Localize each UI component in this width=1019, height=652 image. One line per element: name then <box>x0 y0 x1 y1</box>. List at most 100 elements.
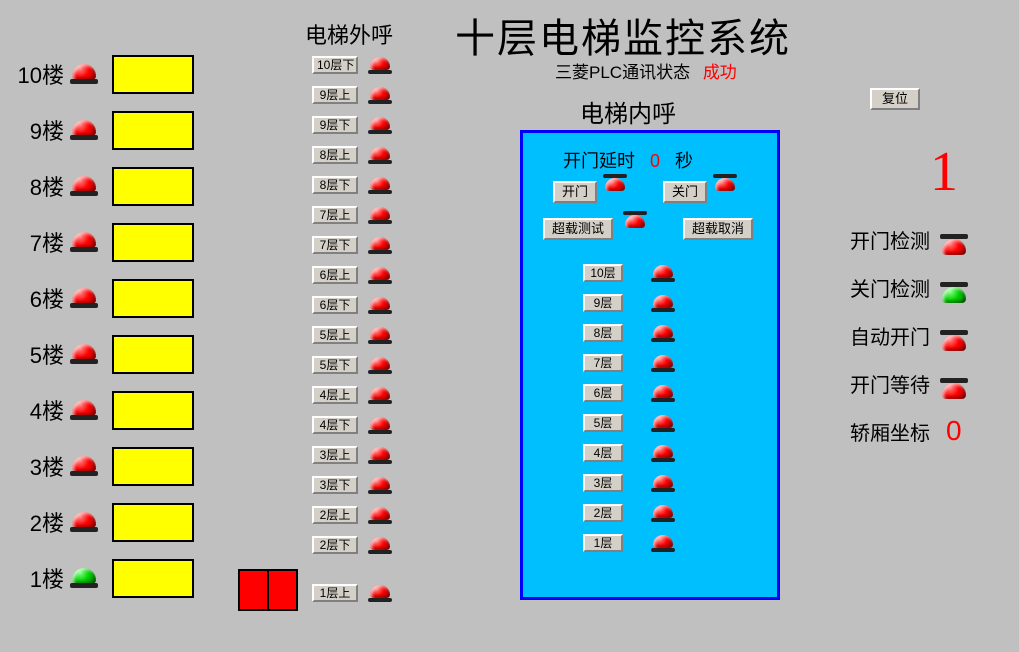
hall-call-lamp <box>368 327 392 344</box>
plc-status-value: 成功 <box>703 63 737 82</box>
hall-call-button[interactable]: 3层上 <box>312 446 358 464</box>
status-column: 开门检测 关门检测 自动开门 开门等待 轿厢坐标 0 <box>850 215 962 455</box>
car-floor-button[interactable]: 10层 <box>583 264 623 282</box>
floor-row: 7楼 <box>10 214 194 270</box>
hall-call-column: 10层下 9层上 9层下 8层上 8层下 7层上 7层下 6层上 6层下 5层上 5层下 4层上 4层下… <box>312 50 392 608</box>
floor-lamp <box>70 288 98 308</box>
hall-call-lamp <box>368 207 392 224</box>
floor-indicator-column: 10楼9楼8楼7楼6楼5楼4楼3楼2楼1楼 <box>10 46 194 606</box>
hall-call-button[interactable]: 9层上 <box>312 86 358 104</box>
floor-label: 8楼 <box>10 170 64 202</box>
hall-call-button[interactable]: 5层下 <box>312 356 358 374</box>
hall-call-lamp <box>368 585 392 602</box>
car-floor-column: 10层 9层 8层 7层 6层 5层 4层 3层 2层 1层 <box>583 258 675 558</box>
floor-lamp <box>70 232 98 252</box>
floor-label: 4楼 <box>10 394 64 426</box>
floor-position-box <box>112 559 194 598</box>
car-floor-button[interactable]: 1层 <box>583 534 623 552</box>
car-floor-row: 4层 <box>583 438 675 468</box>
door-delay-value: 0 <box>650 151 660 171</box>
hall-call-button[interactable]: 1层上 <box>312 584 358 602</box>
car-floor-button[interactable]: 3层 <box>583 474 623 492</box>
hall-call-row: 7层上 <box>312 200 392 230</box>
car-floor-button[interactable]: 4层 <box>583 444 623 462</box>
hall-call-button[interactable]: 8层下 <box>312 176 358 194</box>
car-floor-row: 2层 <box>583 498 675 528</box>
floor-row: 1楼 <box>10 550 194 606</box>
close-door-button[interactable]: 关门 <box>663 181 707 203</box>
hall-call-button[interactable]: 10层下 <box>312 56 358 74</box>
car-floor-row: 10层 <box>583 258 675 288</box>
car-coord-value: 0 <box>946 415 962 447</box>
hall-call-button[interactable]: 4层上 <box>312 386 358 404</box>
hall-call-lamp <box>368 387 392 404</box>
hall-call-button[interactable]: 6层下 <box>312 296 358 314</box>
hall-call-row: 8层下 <box>312 170 392 200</box>
door-delay: 开门延时 0 秒 <box>563 147 693 173</box>
car-floor-button[interactable]: 5层 <box>583 414 623 432</box>
status-label: 轿厢坐标 <box>850 417 940 446</box>
hall-call-row: 3层上 <box>312 440 392 470</box>
floor-position-box <box>112 167 194 206</box>
hall-call-row: 1层上 <box>312 578 392 608</box>
floor-position-box <box>112 503 194 542</box>
hall-call-button[interactable]: 2层下 <box>312 536 358 554</box>
hall-call-button[interactable]: 8层上 <box>312 146 358 164</box>
car-floor-button[interactable]: 6层 <box>583 384 623 402</box>
hall-call-button[interactable]: 3层下 <box>312 476 358 494</box>
car-floor-row: 1层 <box>583 528 675 558</box>
floor-row: 5楼 <box>10 326 194 382</box>
overload-cancel-button[interactable]: 超载取消 <box>683 218 753 240</box>
floor-label: 3楼 <box>10 450 64 482</box>
hall-call-button[interactable]: 7层上 <box>312 206 358 224</box>
car-floor-lamp <box>651 265 675 282</box>
status-close-detect: 关门检测 <box>850 263 962 311</box>
hall-call-lamp <box>368 87 392 104</box>
hall-call-button[interactable]: 2层上 <box>312 506 358 524</box>
hall-call-lamp <box>368 57 392 74</box>
hall-call-lamp <box>368 417 392 434</box>
car-floor-row: 3层 <box>583 468 675 498</box>
hall-call-lamp <box>368 357 392 374</box>
car-floor-button[interactable]: 9层 <box>583 294 623 312</box>
car-floor-button[interactable]: 8层 <box>583 324 623 342</box>
hall-call-lamp <box>368 507 392 524</box>
floor-position-box <box>112 335 194 374</box>
car-floor-button[interactable]: 2层 <box>583 504 623 522</box>
car-floor-lamp <box>651 505 675 522</box>
door-delay-label-pre: 开门延时 <box>563 151 635 171</box>
hall-call-button[interactable]: 4层下 <box>312 416 358 434</box>
floor-lamp <box>70 64 98 84</box>
page-title: 十层电梯监控系统 <box>455 6 791 64</box>
hall-call-lamp <box>368 147 392 164</box>
hall-call-button[interactable]: 5层上 <box>312 326 358 344</box>
car-floor-lamp <box>651 325 675 342</box>
car-floor-lamp <box>651 295 675 312</box>
car-floor-button[interactable]: 7层 <box>583 354 623 372</box>
floor-label: 5楼 <box>10 338 64 370</box>
hall-call-button[interactable]: 9层下 <box>312 116 358 134</box>
floor-row: 8楼 <box>10 158 194 214</box>
overload-test-button[interactable]: 超载测试 <box>543 218 613 240</box>
hall-call-row: 10层下 <box>312 50 392 80</box>
hall-call-button[interactable]: 6层上 <box>312 266 358 284</box>
floor-row: 9楼 <box>10 102 194 158</box>
hall-call-row: 6层下 <box>312 290 392 320</box>
hall-call-row: 3层下 <box>312 470 392 500</box>
car-floor-lamp <box>651 415 675 432</box>
hall-call-lamp <box>368 447 392 464</box>
hall-call-row: 2层上 <box>312 500 392 530</box>
car-panel: 开门延时 0 秒 开门 关门 超载测试 超载取消 10层 9层 8层 7层 6层 5层 4层… <box>520 130 780 600</box>
hall-call-row: 7层下 <box>312 230 392 260</box>
floor-lamp <box>70 120 98 140</box>
hall-call-button[interactable]: 7层下 <box>312 236 358 254</box>
status-label: 开门检测 <box>850 225 940 254</box>
floor-row: 10楼 <box>10 46 194 102</box>
open-door-button[interactable]: 开门 <box>553 181 597 203</box>
floor-lamp <box>70 456 98 476</box>
reset-button[interactable]: 复位 <box>870 88 920 110</box>
hall-call-lamp <box>368 177 392 194</box>
car-floor-row: 6层 <box>583 378 675 408</box>
car-floor-lamp <box>651 475 675 492</box>
status-auto-open: 自动开门 <box>850 311 962 359</box>
